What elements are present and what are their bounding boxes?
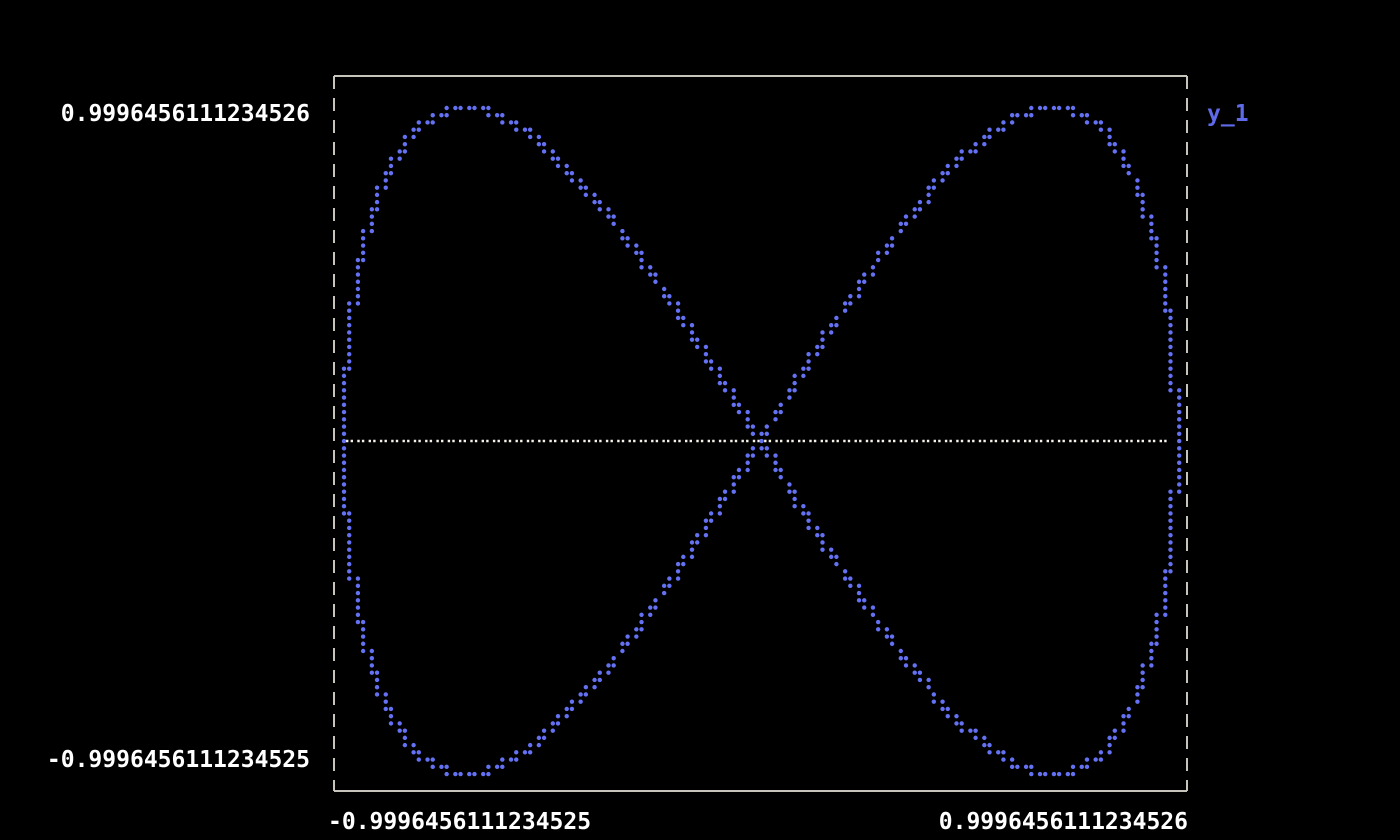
x-axis-max-tick-label: 0.9996456111234526 (938, 809, 1188, 835)
series-y1-points (341, 105, 1182, 777)
x-axis-min-tick-label: -0.9996456111234525 (328, 809, 592, 835)
plot-frame (333, 75, 1188, 792)
legend-label-y1: y_1 (1207, 101, 1249, 127)
y-axis-max-tick-label: 0.9996456111234526 (60, 101, 310, 127)
y-axis-min-tick-label: -0.9996456111234525 (46, 747, 310, 773)
